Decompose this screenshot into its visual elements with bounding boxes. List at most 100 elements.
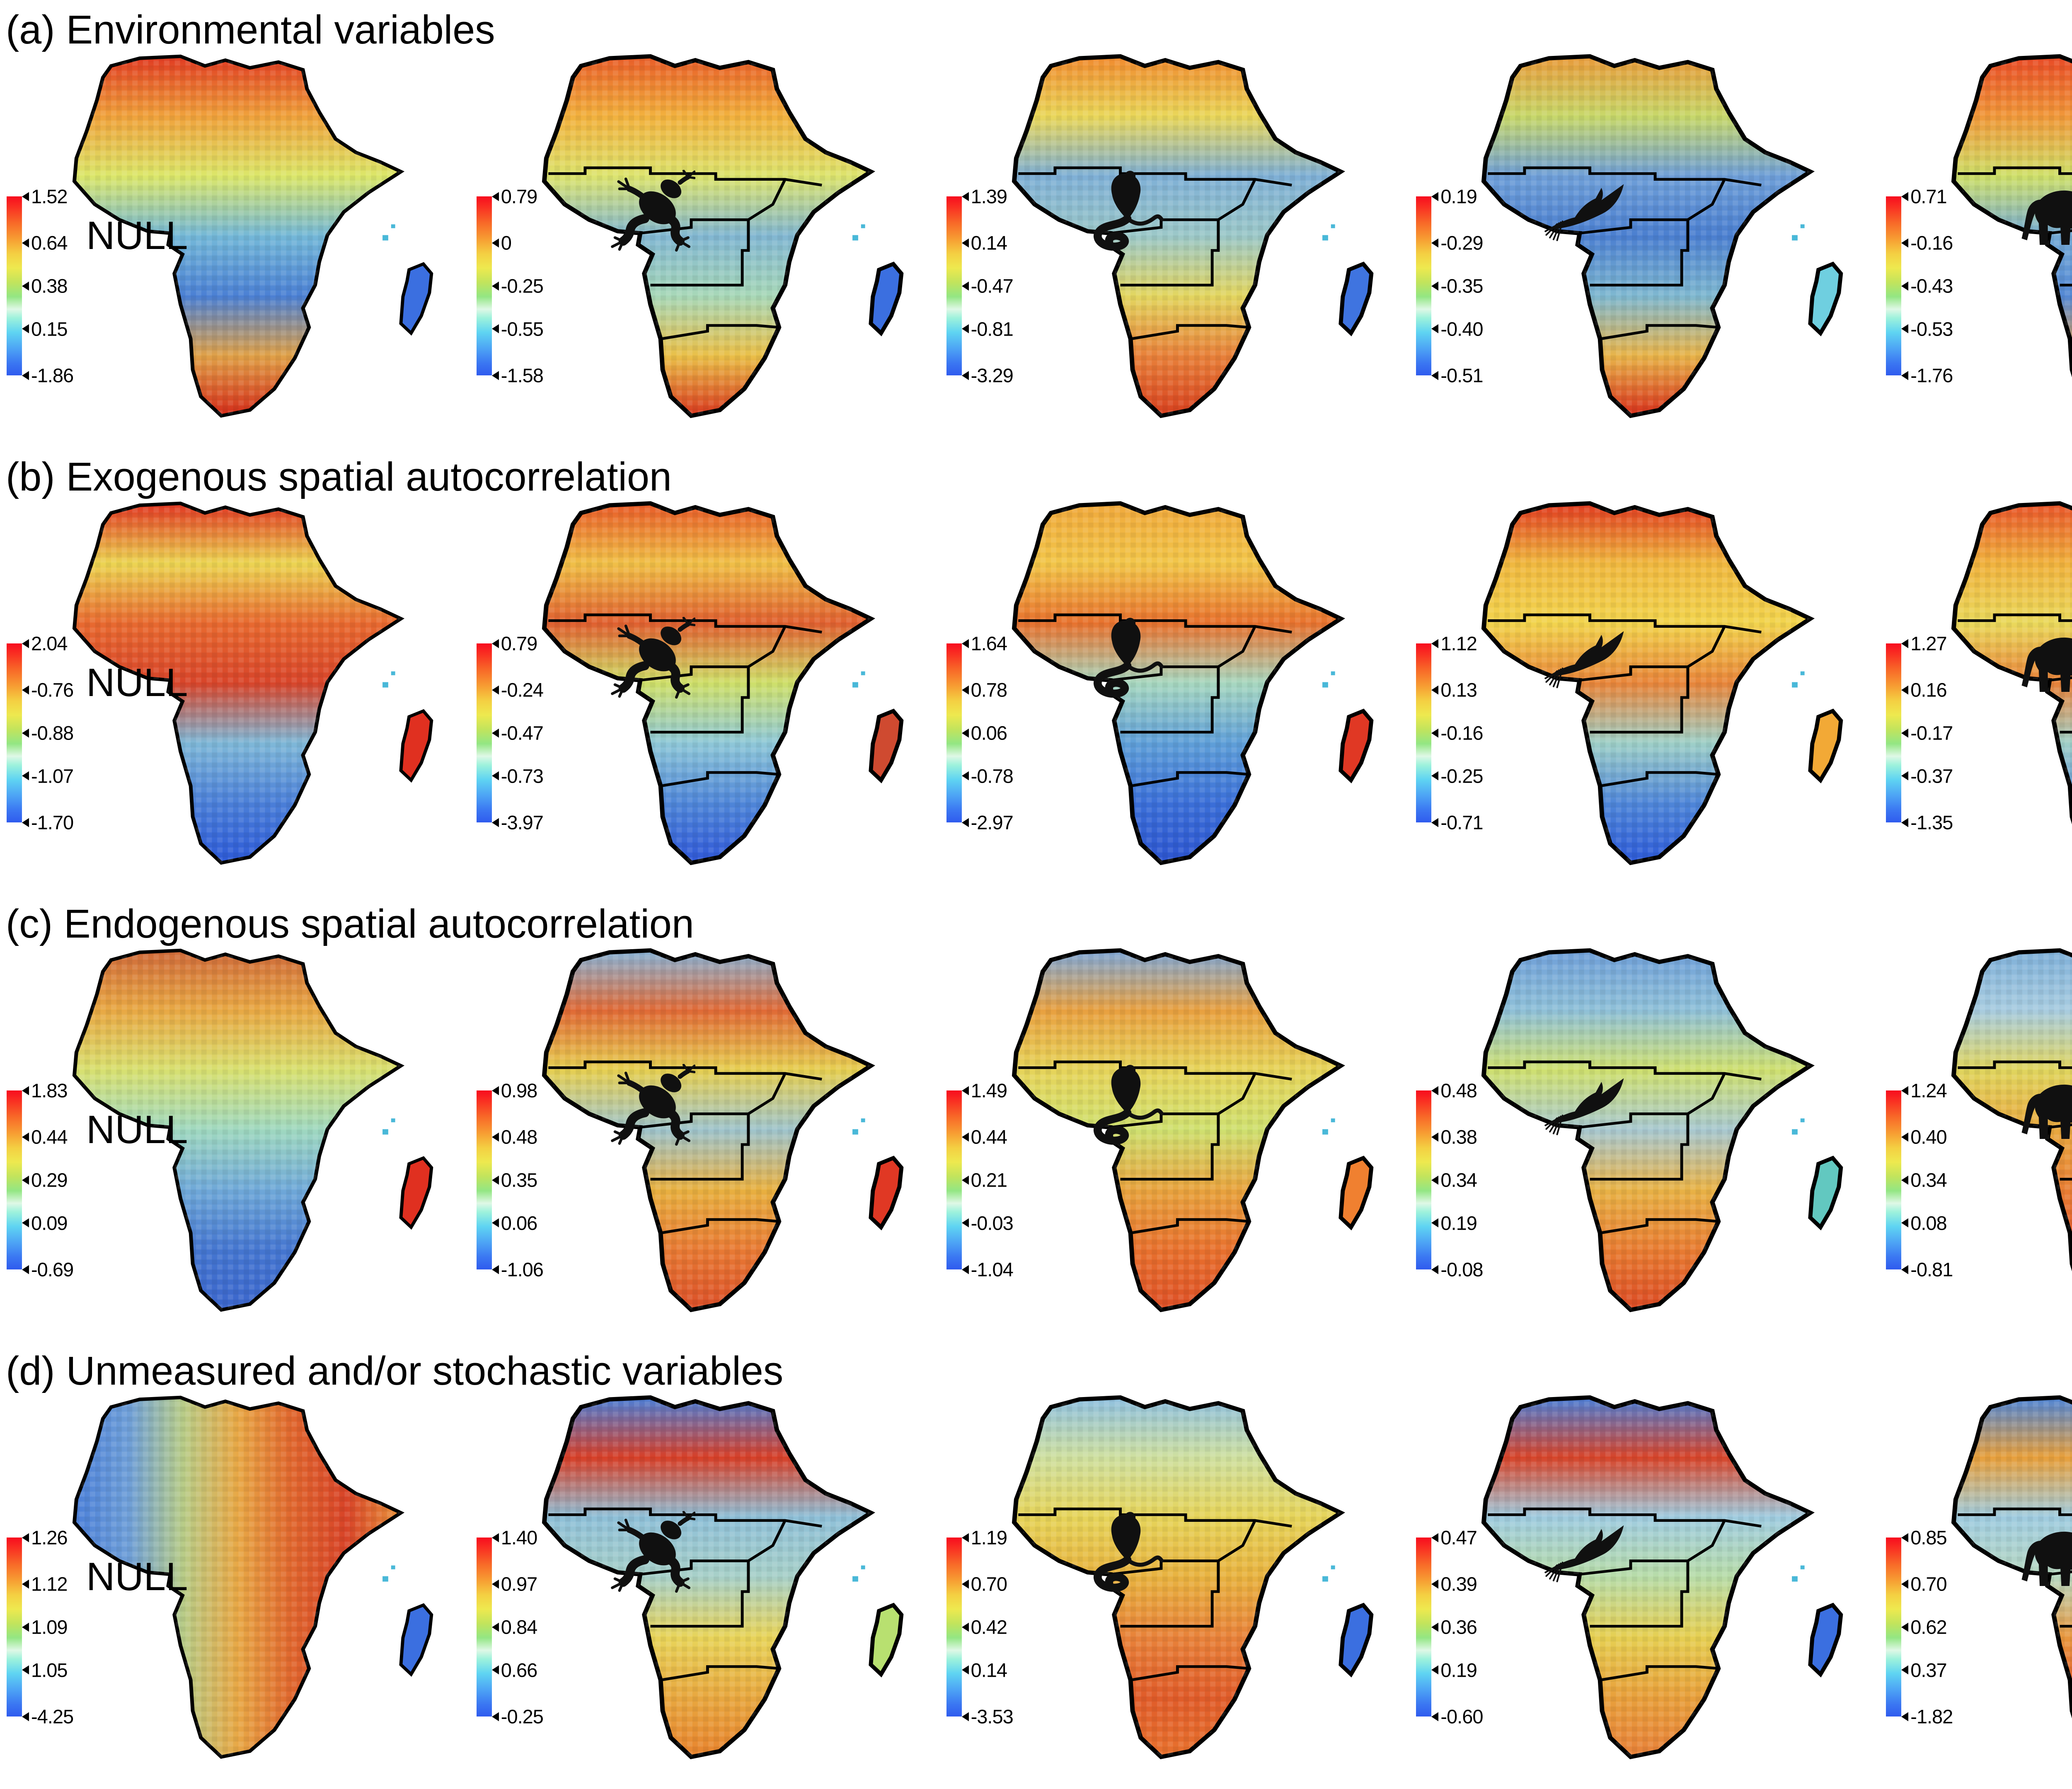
colorbar-legend: 0.79 -0.24 -0.47 -0.73 -3.97 bbox=[476, 634, 617, 832]
tick-marker-icon bbox=[1431, 281, 1439, 290]
region-boundary bbox=[1600, 324, 1719, 341]
raster-texture bbox=[1484, 1397, 1811, 1757]
legend-tick-value: 0.78 bbox=[971, 679, 1007, 701]
tick-marker-icon bbox=[961, 1086, 969, 1095]
madagascar-shape bbox=[1338, 261, 1373, 336]
legend-tick: -0.25 bbox=[491, 275, 544, 297]
tick-marker-icon bbox=[491, 1086, 499, 1095]
legend-tick-value: -0.60 bbox=[1440, 1705, 1483, 1728]
region-boundary bbox=[1110, 1112, 1220, 1181]
legend-tick-value: -0.73 bbox=[501, 765, 544, 787]
elephant-icon bbox=[2021, 1531, 2072, 1586]
raster-texture bbox=[544, 1397, 871, 1757]
legend-tick: 0.48 bbox=[491, 1126, 537, 1148]
legend-tick-value: 0.79 bbox=[501, 632, 537, 655]
tick-marker-icon bbox=[1431, 1712, 1439, 1721]
panel-d-eagle: 0.47 0.39 0.36 0.19 -0.60 bbox=[1409, 1390, 1879, 1782]
legend-tick-value: 0.14 bbox=[971, 1659, 1007, 1681]
legend-tick-value: -0.16 bbox=[1910, 232, 1953, 254]
colorbar-legend: 0.19 -0.29 -0.35 -0.40 -0.51 bbox=[1416, 187, 1557, 385]
region-boundary bbox=[548, 613, 822, 634]
tick-marker-icon bbox=[491, 281, 499, 290]
tick-marker-icon bbox=[491, 1622, 499, 1632]
legend-tick: 0.40 bbox=[1901, 1127, 1947, 1147]
region-boundary bbox=[1018, 1060, 1292, 1081]
region-boundary bbox=[747, 179, 787, 221]
colorbar bbox=[946, 1538, 962, 1716]
region-boundary bbox=[1110, 665, 1220, 734]
legend-tick-value: 0.39 bbox=[1440, 1573, 1477, 1595]
tick-marker-icon bbox=[22, 639, 29, 648]
legend-tick: -0.47 bbox=[491, 723, 544, 743]
legend-tick: -1.76 bbox=[1901, 366, 1953, 385]
legend-tick: 0.35 bbox=[491, 1170, 537, 1190]
tick-marker-icon bbox=[961, 238, 969, 248]
panel-c-frog: 0.98 0.48 0.35 0.06 -1.06 bbox=[470, 943, 940, 1334]
legend-tick: 0.09 bbox=[22, 1213, 68, 1233]
tick-marker-icon bbox=[1901, 281, 1909, 290]
africa-map-c-frog bbox=[542, 948, 904, 1313]
panel-b-eagle: 1.12 0.13 -0.16 -0.25 -0.71 bbox=[1409, 496, 1879, 887]
small-island bbox=[1331, 671, 1335, 675]
legend-tick: -0.17 bbox=[1901, 723, 1953, 743]
colorbar-legend: 0.79 0 -0.25 -0.55 -1.58 bbox=[476, 187, 617, 385]
legend-tick: -1.07 bbox=[22, 766, 74, 786]
tick-marker-icon bbox=[1431, 1086, 1439, 1095]
tick-marker-icon bbox=[1901, 324, 1909, 334]
section-c: (c) Endogenous spatial autocorrelation 1.… bbox=[0, 894, 2072, 1341]
legend-tick-value: 1.24 bbox=[1910, 1079, 1947, 1102]
legend-tick: 0.19 bbox=[1431, 1660, 1477, 1680]
panel-d-frog: 1.40 0.97 0.84 0.66 -0.25 bbox=[470, 1390, 940, 1782]
legend-tick-value: 0.97 bbox=[501, 1573, 537, 1595]
legend-tick-value: 0.71 bbox=[1910, 185, 1947, 208]
raster-texture bbox=[1484, 503, 1811, 863]
africa-map-d-elephant bbox=[1951, 1395, 2072, 1719]
region-boundary bbox=[640, 1559, 750, 1628]
region-boundary bbox=[1687, 1520, 1726, 1562]
africa-map-b-snake bbox=[1012, 501, 1373, 865]
panel-c-snake: 1.49 0.44 0.21 -0.03 -1.04 bbox=[940, 943, 1410, 1334]
region-boundary bbox=[660, 1665, 779, 1682]
madagascar-shape bbox=[869, 261, 904, 336]
tick-marker-icon bbox=[961, 685, 969, 695]
legend-tick: -3.53 bbox=[961, 1707, 1014, 1726]
legend-tick-value: 0.19 bbox=[1440, 1659, 1477, 1681]
tick-marker-icon bbox=[22, 1712, 29, 1721]
colorbar bbox=[1886, 643, 1902, 822]
legend-tick-value: -0.16 bbox=[1440, 722, 1483, 744]
legend-tick: 0.34 bbox=[1901, 1170, 1947, 1190]
africa-map-d-null bbox=[72, 1395, 433, 1759]
legend-tick-value: -1.70 bbox=[31, 811, 74, 834]
legend-tick: 0.70 bbox=[961, 1574, 1007, 1594]
madagascar-shape bbox=[1808, 261, 1843, 336]
legend-tick-value: 1.12 bbox=[31, 1573, 68, 1595]
legend-tick: 1.83 bbox=[22, 1081, 68, 1100]
legend-tick-value: 1.39 bbox=[971, 185, 1007, 208]
small-island bbox=[1322, 235, 1328, 241]
small-island bbox=[391, 671, 395, 675]
legend-tick-value: -0.25 bbox=[501, 275, 544, 297]
legend-tick-value: 0.48 bbox=[501, 1126, 537, 1148]
snake-icon bbox=[1093, 1512, 1164, 1592]
small-island bbox=[1801, 1565, 1805, 1569]
legend-tick: 1.52 bbox=[22, 187, 68, 206]
legend-tick: -0.69 bbox=[22, 1258, 74, 1281]
section-d: (d) Unmeasured and/or stochastic variabl… bbox=[0, 1341, 2072, 1788]
legend-tick: 0.62 bbox=[1901, 1617, 1947, 1637]
madagascar-shape bbox=[1808, 1156, 1843, 1231]
legend-tick: 2.04 bbox=[22, 634, 68, 653]
region-boundary bbox=[1130, 1665, 1249, 1682]
tick-marker-icon bbox=[1901, 1579, 1909, 1589]
tick-marker-icon bbox=[1431, 1132, 1439, 1142]
legend-tick: -0.08 bbox=[1431, 1260, 1484, 1279]
small-island bbox=[1322, 1576, 1328, 1582]
tick-marker-icon bbox=[961, 324, 969, 334]
region-boundary bbox=[1018, 166, 1292, 187]
legend-tick-value: -0.35 bbox=[1440, 275, 1483, 297]
raster-texture bbox=[544, 503, 871, 863]
tick-marker-icon bbox=[22, 818, 29, 827]
region-boundary bbox=[660, 1218, 779, 1235]
legend-tick: 0.15 bbox=[22, 319, 68, 338]
tick-marker-icon bbox=[961, 728, 969, 737]
legend-tick-value: -0.69 bbox=[31, 1258, 74, 1281]
